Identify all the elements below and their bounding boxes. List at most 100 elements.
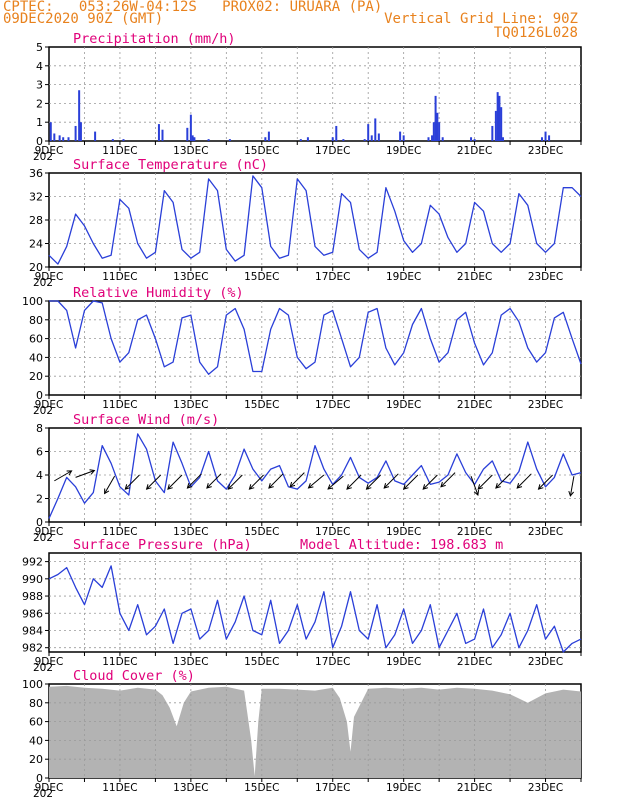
precip-bar-2	[58, 135, 61, 141]
wind-vector-1	[75, 470, 95, 478]
cloud-ytick-label-0: 0	[36, 772, 43, 785]
precip-bar-49	[544, 131, 547, 141]
wind-ytick-label-6: 6	[36, 446, 43, 459]
precip-frame	[48, 46, 582, 142]
wind-vector-13	[327, 475, 344, 490]
precip-ytick-label-2: 2	[36, 97, 43, 110]
precip-bar-5	[74, 125, 77, 141]
wind-vector-head-12	[307, 483, 314, 489]
wind-vector-21	[477, 474, 493, 490]
wind-vector-18	[422, 474, 438, 490]
cloud-xlabel-21DEC: 21DEC	[457, 782, 492, 794]
pres-xlabel-11DEC: 11DEC	[102, 656, 137, 668]
precip-title: Precipitation (mm/h)	[73, 31, 236, 47]
rh-xlabel-23DEC: 23DEC	[528, 399, 563, 411]
precip-bar-8	[94, 131, 97, 141]
rh-title: Relative Humidity (%)	[73, 285, 244, 301]
pres-ytick-label-984: 984	[22, 624, 43, 637]
wind-xlabel-15DEC: 15DEC	[244, 526, 279, 538]
precip-xlabel-19DEC: 19DEC	[386, 145, 421, 157]
rh-year-stub: 202	[33, 405, 53, 417]
wind-vector-head-6	[186, 483, 193, 489]
wind-vector-head-4	[145, 484, 152, 490]
precip-bar-10	[122, 139, 125, 141]
wind-vector-19	[440, 472, 456, 488]
precip-bar-30	[377, 133, 380, 141]
rh-xlabel-17DEC: 17DEC	[315, 399, 350, 411]
wind-vector-7	[206, 473, 222, 489]
pres-annotation: Model Altitude: 198.683 m	[300, 537, 503, 553]
precip-bar-44	[496, 92, 499, 141]
precip-ytick-label-0: 0	[36, 135, 43, 148]
wind-vector-22	[495, 473, 511, 489]
precip-bar-9	[111, 139, 114, 141]
wind-vector-4	[146, 474, 162, 490]
precip-xlabel-15DEC: 15DEC	[244, 145, 279, 157]
wind-xlabel-21DEC: 21DEC	[457, 526, 492, 538]
wind-vector-6	[187, 473, 202, 489]
wind-vector-15	[366, 474, 381, 490]
wind-xlabel-11DEC: 11DEC	[102, 526, 137, 538]
precip-bar-26	[363, 139, 366, 141]
precip-bar-25	[342, 139, 345, 141]
temp-xlabel-21DEC: 21DEC	[457, 271, 492, 283]
wind-title: Surface Wind (m/s)	[73, 412, 219, 428]
precip-bar-27	[367, 124, 370, 141]
wind-vector-2	[104, 475, 116, 494]
rh-xlabel-19DEC: 19DEC	[386, 399, 421, 411]
pres-ytick-label-986: 986	[22, 607, 43, 620]
cloud-xlabel-9DEC: 9DEC	[35, 782, 64, 794]
precip-bar-21	[299, 139, 302, 141]
temp-xlabel-13DEC: 13DEC	[173, 271, 208, 283]
precip-xlabel-11DEC: 11DEC	[102, 145, 137, 157]
precip-bar-11	[157, 124, 160, 141]
precip-ytick-label-3: 3	[36, 79, 43, 92]
rh-xlabel-21DEC: 21DEC	[457, 399, 492, 411]
precip-bar-4	[67, 137, 70, 141]
precip-bar-41	[473, 139, 476, 141]
pres-ytick-label-990: 990	[22, 573, 43, 586]
wind-vector-25	[569, 476, 575, 496]
cloud-area	[49, 685, 581, 778]
wind-ytick-label-0: 0	[36, 516, 43, 529]
pres-title: Surface Pressure (hPa)	[73, 537, 252, 553]
header-date: 09DEC2020 90Z (GMT)	[3, 11, 164, 27]
wind-vector-0	[54, 470, 72, 482]
pres-xlabel-15DEC: 15DEC	[244, 656, 279, 668]
precip-bar-15	[191, 135, 194, 141]
wind-vector-8	[227, 474, 243, 490]
precip-bar-23	[331, 137, 334, 141]
wind-vector-14	[346, 474, 362, 490]
cloud-ytick-label-100: 100	[22, 678, 43, 691]
rh-ytick-label-80: 80	[29, 314, 43, 327]
precip-ytick-label-4: 4	[36, 60, 43, 73]
wind-xlabel-17DEC: 17DEC	[315, 526, 350, 538]
cloud-ytick-label-80: 80	[29, 697, 43, 710]
precip-bar-29	[374, 118, 377, 141]
rh-ytick-label-20: 20	[29, 370, 43, 383]
precip-bar-46	[500, 107, 503, 141]
precip-xlabel-17DEC: 17DEC	[315, 145, 350, 157]
wind-xlabel-23DEC: 23DEC	[528, 526, 563, 538]
precip-bar-39	[441, 137, 444, 141]
wind-vector-head-18	[422, 484, 429, 490]
wind-vector-head-20	[473, 489, 480, 496]
wind-vector-head-14	[346, 484, 352, 490]
pres-xlabel-9DEC: 9DEC	[35, 656, 64, 668]
precip-bar-31	[399, 131, 402, 141]
wind-vector-head-17	[402, 484, 409, 490]
precip-bar-1	[53, 133, 56, 141]
wind-vector-17	[403, 474, 419, 490]
temp-ytick-label-36: 36	[29, 167, 43, 180]
pres-xlabel-23DEC: 23DEC	[528, 656, 563, 668]
precip-xlabel-21DEC: 21DEC	[457, 145, 492, 157]
precip-bar-7	[79, 122, 82, 141]
precip-bar-35	[432, 122, 435, 141]
wind-vector-head-23	[516, 483, 523, 489]
cloud-ytick-label-20: 20	[29, 753, 43, 766]
rh-frame	[48, 300, 582, 396]
precip-bar-32	[402, 135, 405, 141]
precip-bar-16	[193, 137, 196, 141]
cloud-title: Cloud Cover (%)	[73, 668, 195, 684]
